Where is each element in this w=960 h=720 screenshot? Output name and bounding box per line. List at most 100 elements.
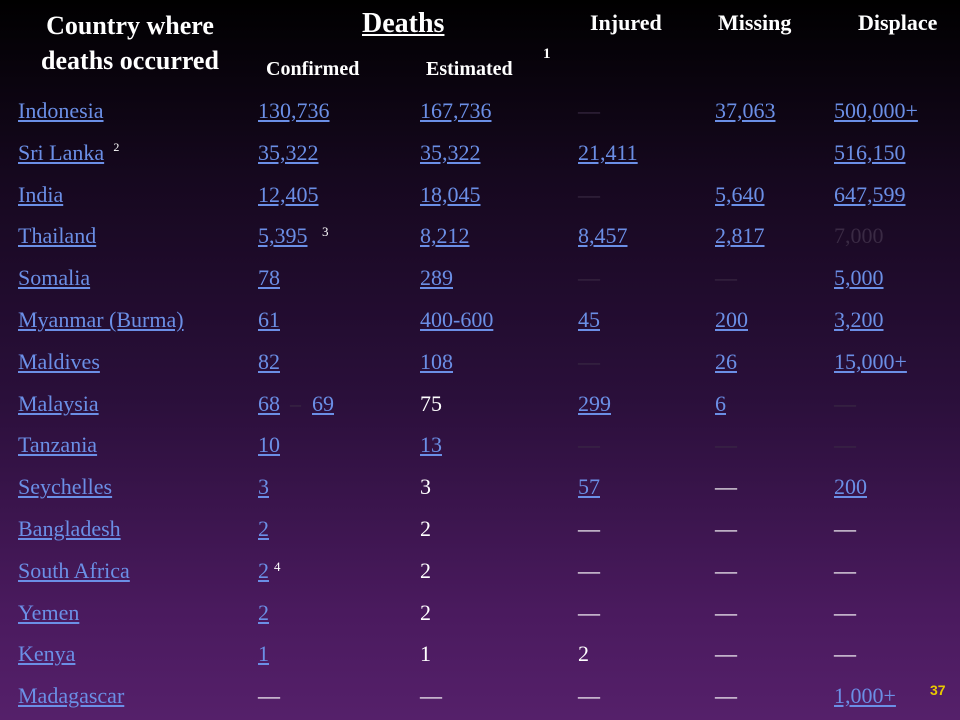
missing-value[interactable]: 2,817 bbox=[715, 223, 765, 249]
confirmed-deaths-value[interactable]: 61 bbox=[258, 307, 280, 332]
displaced-value[interactable]: 1,000+ bbox=[834, 683, 896, 709]
page-number: 37 bbox=[930, 682, 946, 698]
country-link[interactable]: South Africa bbox=[18, 557, 130, 583]
injured-value: — bbox=[578, 599, 600, 625]
displaced-value: — bbox=[834, 390, 856, 416]
injured-value[interactable]: 8,457 bbox=[578, 223, 628, 249]
injured-value: — bbox=[578, 265, 600, 291]
estimated-deaths-value[interactable]: 13 bbox=[420, 432, 442, 458]
confirmed-deaths-value[interactable]: 12,405 bbox=[258, 181, 319, 207]
country-link[interactable]: India bbox=[18, 181, 64, 207]
country-link[interactable]: Madagascar bbox=[18, 683, 125, 709]
country-footnote-marker: 2 bbox=[113, 139, 120, 154]
displaced-value: — bbox=[834, 516, 856, 541]
confirmed-deaths-alt-value[interactable]: 69 bbox=[312, 390, 334, 416]
displaced-value[interactable]: 3,200 bbox=[834, 307, 884, 332]
country-link[interactable]: Bangladesh bbox=[18, 516, 121, 541]
confirmed-deaths-value[interactable]: 78 bbox=[258, 265, 280, 291]
displaced-value[interactable]: 5,000 bbox=[834, 265, 884, 291]
confirmed-deaths-value[interactable]: 68 bbox=[258, 390, 280, 416]
confirmed-deaths-value[interactable]: 1 bbox=[258, 641, 269, 667]
estimated-deaths-value[interactable]: 35,322 bbox=[420, 139, 481, 165]
estimated-deaths-value: 3 bbox=[420, 474, 431, 500]
estimated-deaths-value[interactable]: 289 bbox=[420, 265, 453, 291]
displaced-value[interactable]: 15,000+ bbox=[834, 348, 907, 374]
country-link[interactable]: Maldives bbox=[18, 348, 100, 374]
table-row: Seychelles 3 3 57 — 200 bbox=[0, 466, 960, 508]
missing-value[interactable]: 6 bbox=[715, 390, 726, 416]
confirmed-deaths-value[interactable]: 82 bbox=[258, 348, 280, 374]
estimated-subheader: Estimated bbox=[426, 58, 513, 80]
injured-value[interactable]: 299 bbox=[578, 390, 611, 416]
confirmed-subheader: Confirmed bbox=[266, 58, 360, 80]
displaced-value[interactable]: 200 bbox=[834, 474, 867, 500]
missing-value: — bbox=[715, 683, 737, 709]
injured-value: — bbox=[578, 557, 600, 583]
confirmed-deaths-value[interactable]: 2 bbox=[258, 516, 269, 541]
table-row: Maldives 82 108 — 26 15,000+ bbox=[0, 341, 960, 383]
missing-value: — bbox=[715, 557, 737, 583]
estimated-deaths-value: 1 bbox=[420, 641, 431, 667]
country-link[interactable]: Malaysia bbox=[18, 390, 99, 416]
estimated-deaths-value[interactable]: 167,736 bbox=[420, 98, 492, 123]
table-row: Kenya 1 1 2 — — bbox=[0, 633, 960, 675]
confirmed-deaths-value: — bbox=[258, 683, 280, 709]
confirmed-deaths-value[interactable]: 3 bbox=[258, 474, 269, 500]
country-column-header: Country where deaths occurred bbox=[12, 8, 248, 78]
country-link[interactable]: Kenya bbox=[18, 641, 76, 667]
confirmed-deaths-value[interactable]: 130,736 bbox=[258, 98, 330, 123]
injured-value: 2 bbox=[578, 641, 589, 667]
displaced-value: — bbox=[834, 641, 856, 667]
injured-value[interactable]: 57 bbox=[578, 474, 600, 500]
country-link[interactable]: Yemen bbox=[18, 599, 80, 625]
country-header-line2: deaths occurred bbox=[41, 46, 219, 75]
estimated-deaths-value: 75 bbox=[420, 390, 442, 416]
country-link[interactable]: Seychelles bbox=[18, 474, 113, 500]
missing-value: — bbox=[715, 516, 737, 541]
confirmed-deaths-value[interactable]: 5,395 bbox=[258, 223, 308, 249]
displaced-value: 7,000 bbox=[834, 223, 884, 249]
country-link[interactable]: Indonesia bbox=[18, 98, 104, 123]
injured-value: — bbox=[578, 98, 600, 123]
table-row: Yemen 2 2 — — — bbox=[0, 592, 960, 634]
country-link[interactable]: Tanzania bbox=[18, 432, 98, 458]
missing-value[interactable]: 200 bbox=[715, 307, 748, 332]
deaths-column-header: Deaths bbox=[362, 8, 445, 39]
table-row: Bangladesh 2 2 — — — bbox=[0, 508, 960, 550]
missing-value[interactable]: 5,640 bbox=[715, 181, 765, 207]
table-row: Indonesia 130,736 167,736 — 37,063 500,000+ bbox=[0, 90, 960, 132]
country-link[interactable]: Myanmar (Burma) bbox=[18, 307, 184, 332]
estimated-deaths-value: 2 bbox=[420, 557, 431, 583]
confirmed-range-separator: – bbox=[290, 390, 301, 416]
estimated-deaths-value[interactable]: 400-600 bbox=[420, 307, 494, 332]
confirmed-deaths-value[interactable]: 2 bbox=[258, 599, 269, 625]
displaced-value: — bbox=[834, 557, 856, 583]
injured-value: — bbox=[578, 348, 600, 374]
table-row: South Africa 2 4 2— — — bbox=[0, 550, 960, 592]
missing-value[interactable]: 26 bbox=[715, 348, 737, 374]
displaced-value[interactable]: 647,599 bbox=[834, 181, 906, 207]
confirmed-deaths-value[interactable]: 10 bbox=[258, 432, 280, 458]
estimated-deaths-value: — bbox=[420, 683, 442, 709]
missing-value[interactable]: 37,063 bbox=[715, 98, 776, 123]
injured-value: — bbox=[578, 181, 600, 207]
injured-value: — bbox=[578, 683, 600, 709]
missing-value: — bbox=[715, 474, 737, 500]
confirmed-deaths-value[interactable]: 2 bbox=[258, 557, 269, 583]
estimated-deaths-value[interactable]: 8,212 bbox=[420, 223, 470, 249]
estimated-deaths-value: 2 bbox=[420, 516, 431, 541]
estimated-deaths-value: 2 bbox=[420, 599, 431, 625]
table-row: Malaysia 68–69 75 299 6 — bbox=[0, 383, 960, 425]
confirmed-deaths-value[interactable]: 35,322 bbox=[258, 139, 319, 165]
displaced-value[interactable]: 516,150 bbox=[834, 139, 906, 165]
estimated-deaths-value[interactable]: 18,045 bbox=[420, 181, 481, 207]
country-link[interactable]: Thailand bbox=[18, 223, 97, 249]
injured-value[interactable]: 45 bbox=[578, 307, 600, 332]
estimated-deaths-value[interactable]: 108 bbox=[420, 348, 453, 374]
country-link[interactable]: Somalia bbox=[18, 265, 91, 291]
table-row: Sri Lanka 2 35,322 35,322 21,411 516,150 bbox=[0, 132, 960, 174]
country-link[interactable]: Sri Lanka bbox=[18, 139, 105, 165]
displaced-value[interactable]: 500,000+ bbox=[834, 98, 918, 123]
table-row: India 12,405 18,045 — 5,640 647,599 bbox=[0, 174, 960, 216]
injured-value[interactable]: 21,411 bbox=[578, 139, 638, 165]
